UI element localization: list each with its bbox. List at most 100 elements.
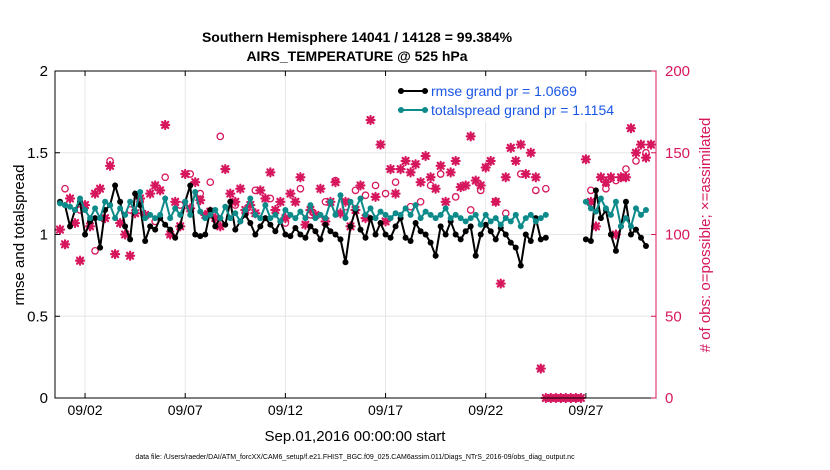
obs-assimilated-marker [190,177,201,188]
totalspread-point [622,215,629,222]
totalspread-point [442,205,449,212]
totalspread-point [377,208,384,215]
rmse-point [82,231,89,238]
rmse-point [152,226,159,233]
totalspread-point [197,208,204,215]
obs-assimilated-marker [180,168,191,180]
legend-entry-rmse: rmse grand pr = 1.0669 [398,83,577,99]
totalspread-point [222,203,229,210]
obs-assimilated-marker [470,175,481,186]
obs-assimilated-marker [110,249,121,260]
rmse-point [482,221,489,228]
totalspread-point [362,211,369,218]
legend-spread-marker-b [422,107,428,113]
totalspread-point [347,198,354,205]
totalspread-point [127,198,134,205]
obs-possible-marker [206,178,215,187]
obs-assimilated-marker [145,188,156,199]
rmse-point [307,223,314,230]
totalspread-point [117,205,124,212]
rmse-point [247,220,254,227]
obs-possible-marker [296,184,305,193]
obs-assimilated-marker [510,155,521,167]
obs-assimilated-marker [160,119,171,131]
obs-assimilated-marker [94,183,106,194]
rmse-point [412,220,419,227]
x-tick-label: 09/02 [68,402,103,418]
y-tick-label: 0.5 [27,308,48,325]
totalspread-point [407,211,414,218]
obs-assimilated-marker [185,203,196,214]
obs-assimilated-marker [320,216,331,227]
totalspread-point [72,206,79,213]
obs-assimilated-marker [330,177,341,188]
obs-assimilated-marker [89,188,101,199]
obs-assimilated-marker [475,180,486,191]
totalspread-point [352,205,359,212]
obs-assimilated-marker [125,250,136,261]
x-tick-label: 09/22 [468,402,503,418]
obs-assimilated-marker [440,196,451,207]
obs-assimilated-marker [265,167,276,178]
obs-assimilated-marker [340,196,351,207]
obs-assimilated-marker [64,193,76,204]
totalspread-point [257,215,264,222]
rmse-point [122,223,129,230]
obs-assimilated-marker [530,172,541,183]
totalspread-point [477,221,484,228]
rmse-point [442,231,449,238]
obs-assimilated-marker [335,208,346,219]
obs-assimilated-marker [465,131,476,142]
obs-assimilated-marker [390,188,401,199]
totalspread-point [207,211,214,218]
obs-assimilated-marker [270,204,281,216]
rmse-point [472,252,479,259]
legend-spread-marker-a [398,107,404,113]
rmse-point [67,223,74,230]
y-axis-label: rmse and totalspread [11,165,28,306]
rmse-point [257,223,264,230]
rmse-point [362,234,369,241]
rmse-point [342,259,349,266]
obs-assimilated-marker [220,164,231,175]
totalspread-point [487,218,494,225]
x-tick-label: 09/17 [368,402,403,418]
obs-assimilated-marker [59,239,71,250]
x-tick-label: 09/07 [168,402,203,418]
totalspread-point [437,211,444,218]
obs-assimilated-marker [410,159,421,170]
rmse-point [297,231,304,238]
rmse-point [537,236,544,243]
totalspread-point [627,223,634,230]
obs-assimilated-marker [155,185,166,196]
obs-assimilated-marker [69,217,81,229]
totalspread-point [512,211,519,218]
obs-assimilated-marker [605,172,617,183]
legend-rmse-label: rmse grand pr = 1.0669 [431,83,577,99]
totalspread-point [467,215,474,222]
totalspread-point [387,215,394,222]
rmse-point [452,231,459,238]
obs-assimilated-marker [300,219,311,230]
totalspread-point [382,211,389,218]
rmse-point [162,221,169,228]
totalspread-point [242,206,249,213]
totalspread-point [502,215,509,222]
rmse-point [132,190,139,197]
obs-possible-marker [541,184,550,193]
rmse-point [402,234,409,241]
rmse-point [212,223,219,230]
totalspread-point [432,215,439,222]
rmse-point [637,234,644,241]
rmse-point [642,242,649,249]
obs-assimilated-marker [245,199,256,211]
totalspread-point [77,195,84,202]
rmse-point [507,239,514,246]
rmse-point [407,238,414,245]
rmse-point [292,224,299,231]
obs-assimilated-marker [215,221,226,232]
obs-assimilated-marker [450,155,461,167]
rmse-point [467,223,474,230]
y-tick-label: 2 [40,63,48,80]
